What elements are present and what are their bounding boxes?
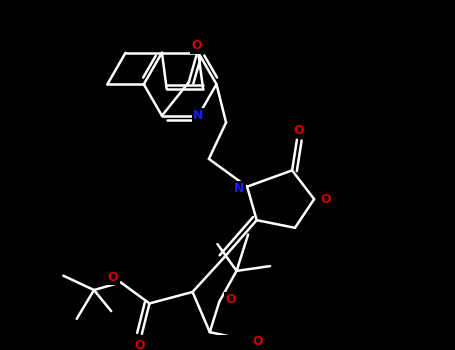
Text: N: N [234, 182, 245, 195]
Text: O: O [108, 271, 118, 284]
Text: O: O [191, 39, 202, 52]
Text: O: O [293, 124, 304, 137]
Text: N: N [193, 109, 203, 122]
Text: O: O [226, 293, 236, 306]
Text: O: O [135, 339, 145, 350]
Text: O: O [253, 335, 263, 348]
Text: O: O [320, 193, 331, 205]
